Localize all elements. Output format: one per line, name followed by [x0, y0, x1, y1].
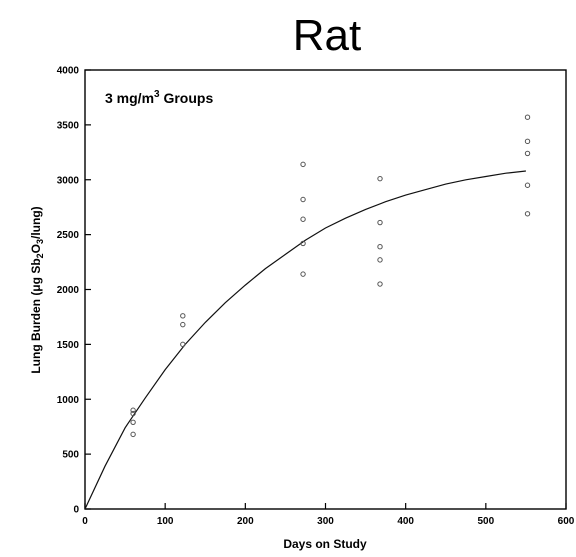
y-label-part: O — [29, 244, 43, 253]
y-tick-label: 500 — [62, 450, 79, 461]
y-label-part: /lung) — [29, 206, 43, 239]
fitted-curve — [84, 170, 526, 510]
data-point — [130, 419, 136, 425]
y-label-subscript: 3 — [35, 239, 45, 244]
plot-frame — [84, 69, 567, 510]
data-point — [377, 175, 383, 182]
data-point — [524, 182, 531, 188]
data-point — [300, 161, 306, 168]
data-point — [300, 216, 306, 222]
data-point — [180, 313, 186, 319]
data-point — [180, 321, 186, 328]
y-tick-label: 1000 — [57, 395, 80, 406]
x-axis-label: Days on Study — [283, 537, 367, 551]
data-point — [130, 407, 136, 413]
x-tick-label: 400 — [397, 516, 414, 527]
y-tick-label: 3500 — [57, 120, 80, 131]
x-tick-label: 600 — [558, 516, 575, 527]
data-point — [130, 431, 136, 438]
data-point — [180, 341, 186, 348]
y-axis-label: Lung Burden (μg Sb2O3/lung) — [29, 206, 45, 373]
data-point — [377, 257, 383, 263]
data-point — [524, 138, 531, 145]
data-point — [377, 281, 383, 287]
x-tick-label: 0 — [82, 516, 88, 527]
y-tick-label: 3000 — [57, 175, 80, 186]
x-tick-label: 100 — [157, 516, 174, 527]
y-tick-label: 1500 — [57, 340, 80, 351]
annotation-superscript: 3 — [154, 89, 160, 100]
data-point — [377, 243, 383, 250]
chart-title: Rat — [293, 11, 361, 60]
y-tick-label: 0 — [73, 505, 79, 516]
annotation-suffix: Groups — [160, 90, 214, 106]
group-annotation: 3 mg/m3 Groups — [105, 89, 213, 106]
y-tick-label: 4000 — [57, 66, 80, 77]
data-point — [524, 211, 531, 217]
data-point — [300, 271, 306, 277]
y-tick-label: 2000 — [57, 285, 80, 296]
data-point — [130, 410, 136, 417]
data-point — [524, 150, 531, 157]
data-point — [300, 240, 306, 247]
x-axis: 0 100 200 300 400 500 600 — [82, 503, 575, 527]
annotation-text: 3 mg/m — [105, 90, 154, 106]
y-axis: 0 500 1000 1500 2000 2500 3000 3500 4000 — [57, 66, 91, 516]
y-label-part: Lung Burden (μg Sb — [29, 258, 43, 373]
data-points — [130, 114, 531, 438]
y-tick-label: 2500 — [57, 230, 80, 241]
data-point — [524, 114, 531, 120]
data-point — [377, 219, 383, 226]
x-tick-label: 200 — [237, 516, 254, 527]
data-point — [300, 196, 306, 203]
x-tick-label: 500 — [477, 516, 494, 527]
x-tick-label: 300 — [317, 516, 334, 527]
y-label-subscript: 2 — [35, 253, 45, 258]
